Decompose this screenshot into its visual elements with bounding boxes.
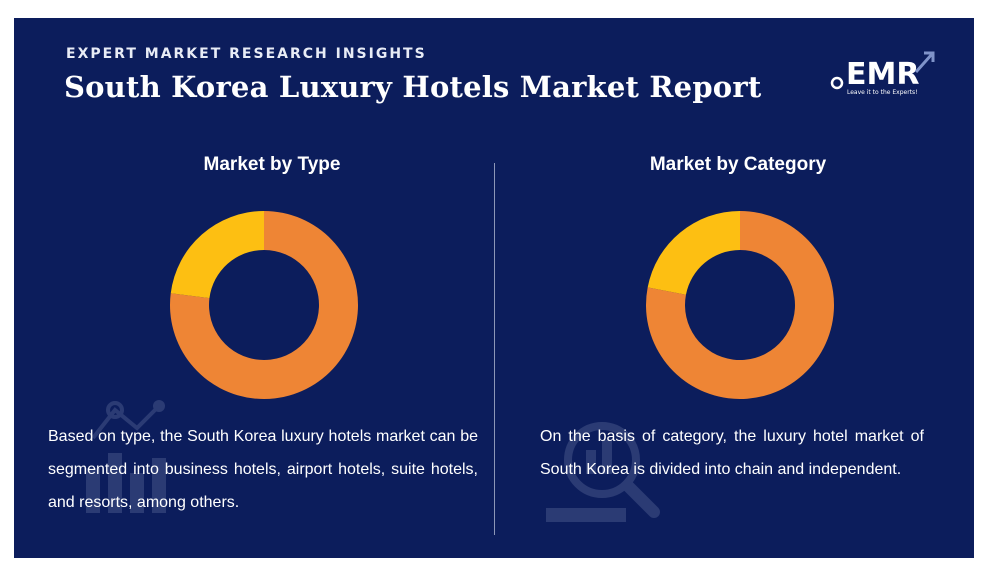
column-divider (494, 163, 495, 535)
logo-ring-icon (830, 76, 844, 90)
magnifier-watermark-icon (546, 422, 660, 522)
emr-logo: EMR Leave it to the Experts! (830, 51, 935, 96)
page-title: South Korea Luxury Hotels Market Report (64, 70, 762, 104)
report-panel: EXPERT MARKET RESEARCH INSIGHTS South Ko… (14, 18, 974, 558)
chart-title-type: Market by Type (203, 154, 341, 175)
kicker-text: EXPERT MARKET RESEARCH INSIGHTS (66, 46, 427, 62)
type-description: Based on type, the South Korea luxury ho… (48, 428, 478, 511)
logo-tagline: Leave it to the Experts! (847, 89, 918, 96)
donut-chart-type (170, 211, 358, 399)
bar-chart-watermark-icon (86, 400, 166, 513)
donut-slice-1-0 (646, 211, 834, 399)
donut-slice-0-0 (170, 211, 358, 399)
chart-title-category: Market by Category (649, 154, 827, 175)
donut-chart-category (646, 211, 834, 399)
donut-slice-1-1 (647, 211, 740, 295)
logo-arrow-icon (914, 51, 935, 73)
category-description: On the basis of category, the luxury hot… (540, 428, 924, 478)
donut-slice-0-1 (170, 211, 264, 299)
logo-text: EMR (846, 57, 919, 92)
